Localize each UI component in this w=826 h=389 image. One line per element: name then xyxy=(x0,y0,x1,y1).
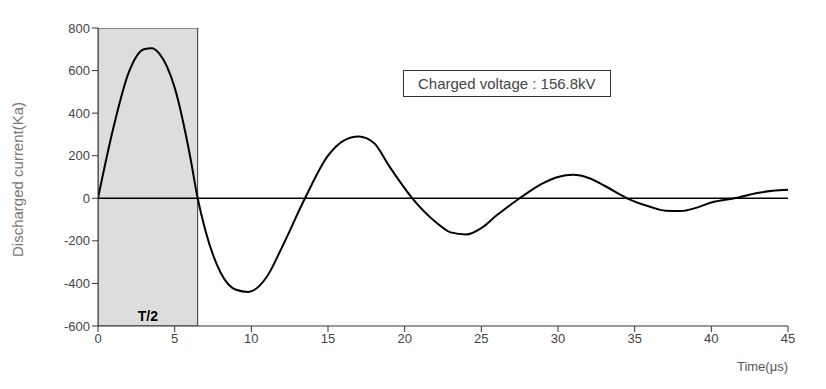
svg-text:35: 35 xyxy=(627,331,641,346)
html-text:Charged voltage : 156.8kV: Charged voltage : 156.8kV xyxy=(418,75,596,92)
svg-text:20: 20 xyxy=(397,331,411,346)
svg-text:5: 5 xyxy=(171,331,178,346)
svg-text:T/2: T/2 xyxy=(138,308,158,324)
svg-text:-400: -400 xyxy=(64,276,90,291)
svg-text:40: 40 xyxy=(704,331,718,346)
svg-text:15: 15 xyxy=(321,331,335,346)
svg-text:0: 0 xyxy=(83,191,90,206)
svg-text:45: 45 xyxy=(781,331,795,346)
svg-text:400: 400 xyxy=(68,106,90,121)
svg-text:30: 30 xyxy=(551,331,565,346)
svg-text:-600: -600 xyxy=(64,319,90,334)
svg-text:10: 10 xyxy=(244,331,258,346)
svg-text:25: 25 xyxy=(474,331,488,346)
svg-text:Discharged current(Ka): Discharged current(Ka) xyxy=(9,102,26,257)
svg-text:800: 800 xyxy=(68,21,90,36)
svg-text:-200: -200 xyxy=(64,233,90,248)
svg-text:0: 0 xyxy=(94,331,101,346)
svg-text:Time(μs): Time(μs) xyxy=(737,359,788,374)
svg-text:200: 200 xyxy=(68,148,90,163)
svg-text:600: 600 xyxy=(68,63,90,78)
